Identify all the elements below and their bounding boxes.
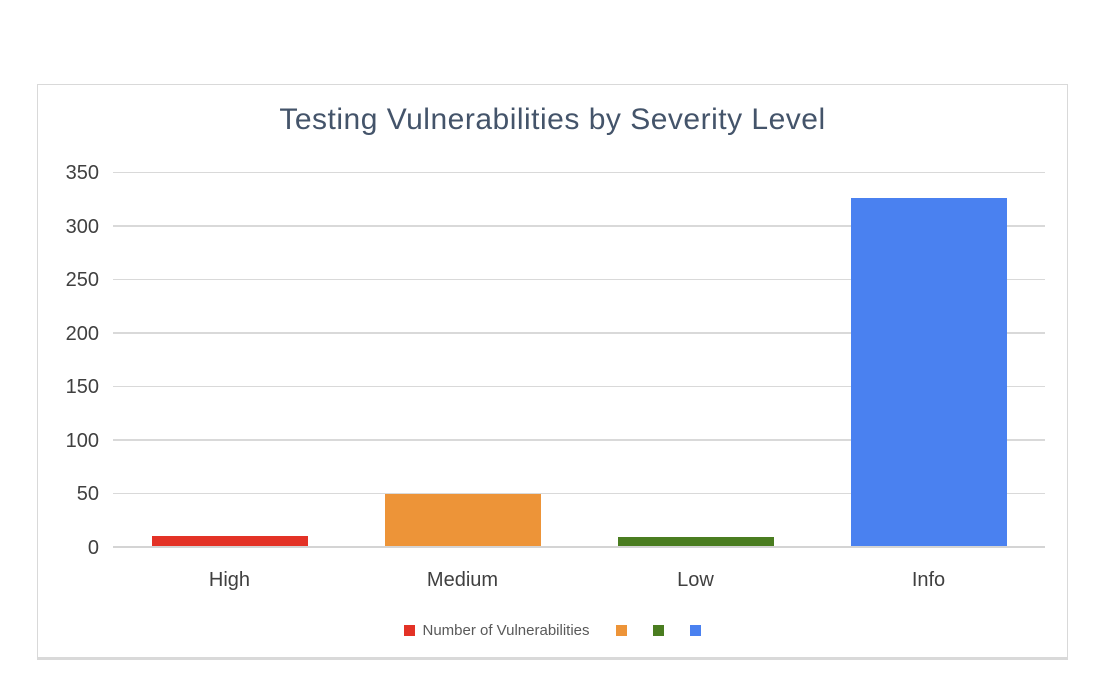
chart-card: Testing Vulnerabilities by Severity Leve… [37,84,1068,660]
legend-label: Number of Vulnerabilities [422,622,590,639]
chart-title: Testing Vulnerabilities by Severity Leve… [279,103,826,136]
gridline-y-150 [113,385,1045,388]
y-tick-label: 50 [76,483,99,506]
chart-plot-area [113,171,1045,548]
legend-swatch-icon [652,625,664,636]
y-tick-label: 300 [65,215,99,238]
y-tick-label: 0 [87,537,99,559]
y-tick-label: 200 [65,322,99,345]
y-tick-label: 100 [65,429,99,452]
bar-high [151,536,308,546]
gridline-y-50 [113,492,1045,495]
x-category-label-high: High [208,569,251,591]
gridline-y-350 [113,171,1045,173]
legend-item-1 [615,625,627,636]
legend-swatch-icon [404,625,416,636]
bar-info [850,197,1007,546]
legend-swatch-icon [615,625,627,636]
bar-medium [384,493,541,546]
legend-item-2 [652,625,664,636]
x-category-label-info: Info [911,569,946,591]
x-category-label-medium: Medium [426,569,499,591]
y-tick-label: 150 [65,376,99,399]
legend-item-3 [689,625,701,636]
gridline-y-250 [113,278,1045,281]
x-category-label-low: Low [677,569,714,591]
gridline-y-100 [113,439,1045,441]
chart-legend: Number of Vulnerabilities [38,622,1067,639]
gridline-y-300 [113,225,1045,227]
y-tick-label: 250 [65,269,99,292]
legend-item-0: Number of Vulnerabilities [404,622,590,639]
gridline-y-200 [113,332,1045,334]
legend-swatch-icon [689,625,701,636]
y-tick-label: 350 [65,162,99,184]
gridline-y-0 [113,546,1045,548]
bar-low [617,537,774,546]
